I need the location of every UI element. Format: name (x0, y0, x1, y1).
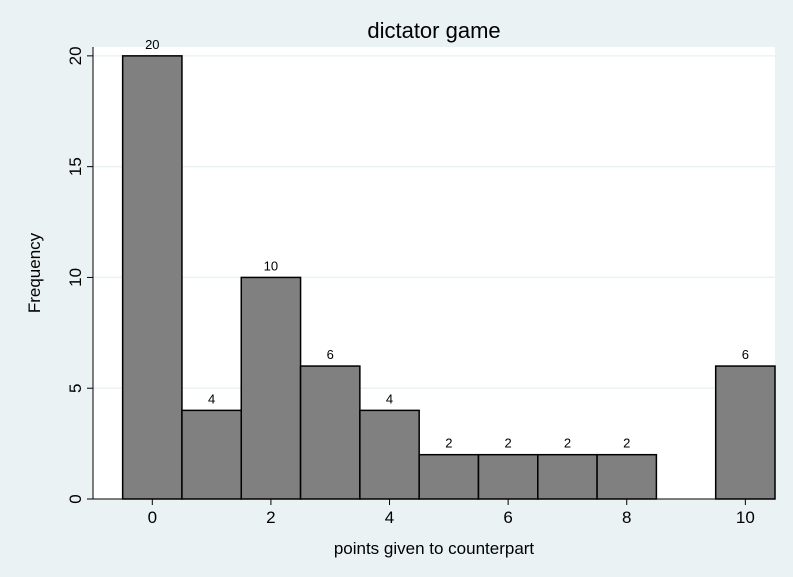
axes: 0 2 4 6 8 10 0 5 10 15 20 (66, 46, 775, 527)
x-tick-label-6: 6 (503, 508, 512, 527)
x-tick-label-8: 8 (622, 508, 631, 527)
bar-5 (418, 453, 480, 500)
bar-7 (537, 453, 598, 500)
data-label-3: 6 (327, 347, 334, 362)
data-label-0: 20 (145, 37, 159, 52)
data-label-4: 4 (386, 391, 393, 406)
bar-8 (596, 453, 658, 500)
x-axis-title: points given to counterpart (334, 539, 535, 558)
data-label-10: 6 (742, 347, 749, 362)
y-tick-label-5: 5 (66, 383, 85, 392)
y-axis-title: Frequency (25, 232, 44, 313)
x-tick-label-4: 4 (385, 508, 394, 527)
data-label-5: 2 (445, 436, 452, 451)
bar-6 (477, 453, 539, 500)
data-label-2: 10 (264, 258, 278, 273)
y-tick-label-0: 0 (66, 494, 85, 503)
bar-2 (240, 276, 302, 500)
data-label-7: 2 (564, 436, 571, 451)
grid-lines (93, 55, 775, 389)
bar-10 (714, 365, 776, 500)
data-labels: 20 4 10 6 4 2 2 2 2 6 (145, 37, 749, 451)
x-tick-label-2: 2 (266, 508, 275, 527)
chart-title: dictator game (367, 18, 500, 43)
y-tick-label-10: 10 (66, 268, 85, 287)
data-label-8: 2 (623, 436, 630, 451)
data-label-1: 4 (208, 391, 215, 406)
bar-0 (121, 55, 183, 500)
data-label-6: 2 (505, 436, 512, 451)
x-tick-label-0: 0 (148, 508, 157, 527)
bar-4 (359, 409, 420, 500)
y-tick-label-15: 15 (66, 157, 85, 176)
bar-3 (299, 365, 361, 500)
bar-1 (181, 409, 243, 500)
y-tick-label-20: 20 (66, 46, 85, 65)
x-tick-label-10: 10 (736, 508, 755, 527)
